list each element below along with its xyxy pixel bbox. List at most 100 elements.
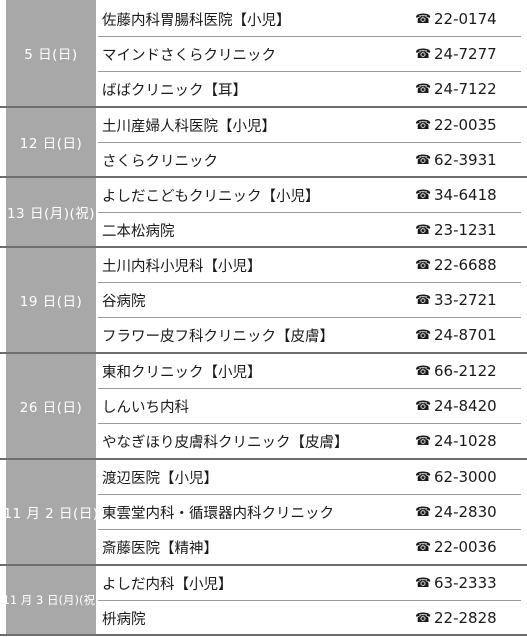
clinic-row: 二本松病院 ☎ 23-1231 <box>98 213 521 247</box>
group-divider <box>0 106 527 108</box>
group-divider <box>0 352 527 354</box>
tel-number: 23-1231 <box>434 221 497 239</box>
phone-icon: ☎ <box>415 292 432 308</box>
clinic-tel: ☎ 24-1028 <box>415 432 521 450</box>
clinic-tel: ☎ 23-1231 <box>415 221 521 239</box>
group-divider <box>0 564 527 566</box>
clinic-name: フラワー皮フ科クリニック【皮膚】 <box>102 328 334 345</box>
phone-icon: ☎ <box>415 222 432 238</box>
schedule-group: 11 月 3 日(月)(祝) よしだ内科【小児】 ☎ 63-2333 枡病院 ☎ 2… <box>3 566 521 635</box>
clinic-row: ばばクリニック【耳】 ☎ 24-7122 <box>98 72 521 106</box>
phone-icon: ☎ <box>415 575 432 591</box>
schedule-group: 12 日(日) 土川産婦人科医院【小児】 ☎ 22-0035 さくらクリニック ☎… <box>6 108 521 176</box>
clinic-row: しんいち内科 ☎ 24-8420 <box>98 389 521 424</box>
clinic-tel: ☎ 22-2828 <box>415 609 521 627</box>
clinic-name: 東雲堂内科・循環器内科クリニック <box>102 505 334 522</box>
schedule-group: 19 日(日) 土川内科小児科【小児】 ☎ 22-6688 谷病院 ☎ 33-272… <box>6 248 521 352</box>
tel-number: 24-1028 <box>434 432 497 450</box>
clinic-name: よしだこどもクリニック【小児】 <box>102 188 320 205</box>
schedule-group: 26 日(日) 東和クリニック【小児】 ☎ 66-2122 しんいち内科 ☎ 24-… <box>6 354 521 458</box>
tel-number: 22-6688 <box>434 256 497 274</box>
phone-icon: ☎ <box>415 11 432 27</box>
phone-icon: ☎ <box>415 257 432 273</box>
clinic-name: 二本松病院 <box>102 223 175 240</box>
clinic-name: よしだ内科【小児】 <box>102 576 233 593</box>
date-cell: 26 日(日) <box>6 354 96 458</box>
clinic-row: 枡病院 ☎ 22-2828 <box>98 601 521 635</box>
tel-number: 62-3000 <box>434 468 497 486</box>
tel-number: 24-7277 <box>434 45 497 63</box>
phone-icon: ☎ <box>415 433 432 449</box>
phone-icon: ☎ <box>415 469 432 485</box>
clinic-tel: ☎ 33-2721 <box>415 291 521 309</box>
tel-number: 62-3931 <box>434 151 497 169</box>
clinic-tel: ☎ 24-8701 <box>415 326 521 344</box>
schedule-group: 11 月 2 日(日) 渡辺医院【小児】 ☎ 62-3000 東雲堂内科・循環器内… <box>3 460 521 564</box>
clinic-row: 東雲堂内科・循環器内科クリニック ☎ 24-2830 <box>98 495 521 530</box>
clinic-tel: ☎ 24-7122 <box>415 80 521 98</box>
phone-icon: ☎ <box>415 152 432 168</box>
clinic-tel: ☎ 34-6418 <box>415 186 521 204</box>
date-cell: 13 日(月)(祝) <box>6 178 96 246</box>
tel-number: 22-0174 <box>434 10 497 28</box>
tel-number: 63-2333 <box>434 574 497 592</box>
date-cell: 11 月 2 日(日) <box>3 460 98 564</box>
clinic-tel: ☎ 62-3931 <box>415 151 521 169</box>
clinic-row: よしだこどもクリニック【小児】 ☎ 34-6418 <box>98 178 521 213</box>
clinic-name: しんいち内科 <box>102 399 189 416</box>
date-cell: 5 日(日) <box>6 0 96 106</box>
clinic-name: 斎藤医院【精神】 <box>102 540 218 557</box>
clinic-tel: ☎ 24-8420 <box>415 397 521 415</box>
phone-icon: ☎ <box>415 46 432 62</box>
clinic-tel: ☎ 66-2122 <box>415 362 521 380</box>
group-divider <box>0 246 527 248</box>
clinic-tel: ☎ 62-3000 <box>415 468 521 486</box>
phone-icon: ☎ <box>415 117 432 133</box>
clinic-row: よしだ内科【小児】 ☎ 63-2333 <box>98 566 521 601</box>
clinic-name: 谷病院 <box>102 293 146 310</box>
clinic-name: マインドさくらクリニック <box>102 47 276 64</box>
phone-icon: ☎ <box>415 81 432 97</box>
clinic-row: フラワー皮フ科クリニック【皮膚】 ☎ 24-8701 <box>98 318 521 352</box>
clinic-tel: ☎ 22-0036 <box>415 538 521 556</box>
clinic-row: 渡辺医院【小児】 ☎ 62-3000 <box>98 460 521 495</box>
clinic-name: 渡辺医院【小児】 <box>102 470 218 487</box>
clinic-tel: ☎ 24-2830 <box>415 503 521 521</box>
tel-number: 33-2721 <box>434 291 497 309</box>
clinic-tel: ☎ 22-0035 <box>415 116 521 134</box>
tel-number: 22-0036 <box>434 538 497 556</box>
tel-number: 22-2828 <box>434 609 497 627</box>
tel-number: 34-6418 <box>434 186 497 204</box>
date-cell: 11 月 3 日(月)(祝) <box>3 566 99 634</box>
clinic-name: ばばクリニック【耳】 <box>102 82 247 99</box>
tel-number: 24-8701 <box>434 326 497 344</box>
clinic-name: 東和クリニック【小児】 <box>102 364 262 381</box>
tel-number: 66-2122 <box>434 362 497 380</box>
clinic-row: マインドさくらクリニック ☎ 24-7277 <box>98 37 521 72</box>
phone-icon: ☎ <box>415 398 432 414</box>
group-divider <box>0 458 527 460</box>
phone-icon: ☎ <box>415 363 432 379</box>
clinic-tel: ☎ 24-7277 <box>415 45 521 63</box>
tel-number: 24-2830 <box>434 503 497 521</box>
clinic-name: やなぎほり皮膚科クリニック【皮膚】 <box>102 434 349 451</box>
clinic-name: 土川産婦人科医院【小児】 <box>102 118 276 135</box>
schedule-group: 5 日(日) 佐藤内科胃腸科医院【小児】 ☎ 22-0174 マインドさくらクリニ… <box>6 0 521 106</box>
tel-number: 24-8420 <box>434 397 497 415</box>
clinic-row: 土川内科小児科【小児】 ☎ 22-6688 <box>98 248 521 283</box>
clinic-row: 土川産婦人科医院【小児】 ☎ 22-0035 <box>98 108 521 143</box>
phone-icon: ☎ <box>415 504 432 520</box>
clinic-row: 佐藤内科胃腸科医院【小児】 ☎ 22-0174 <box>98 2 521 37</box>
clinic-tel: ☎ 22-0174 <box>415 10 521 28</box>
clinic-name: さくらクリニック <box>102 153 218 170</box>
schedule-group: 13 日(月)(祝) よしだこどもクリニック【小児】 ☎ 34-6418 二本松病… <box>6 178 521 246</box>
group-divider <box>0 176 527 178</box>
clinic-row: 東和クリニック【小児】 ☎ 66-2122 <box>98 354 521 389</box>
clinic-tel: ☎ 63-2333 <box>415 574 521 592</box>
phone-icon: ☎ <box>415 187 432 203</box>
clinic-tel: ☎ 22-6688 <box>415 256 521 274</box>
clinic-row: 谷病院 ☎ 33-2721 <box>98 283 521 318</box>
phone-icon: ☎ <box>415 539 432 555</box>
clinic-row: やなぎほり皮膚科クリニック【皮膚】 ☎ 24-1028 <box>98 424 521 458</box>
